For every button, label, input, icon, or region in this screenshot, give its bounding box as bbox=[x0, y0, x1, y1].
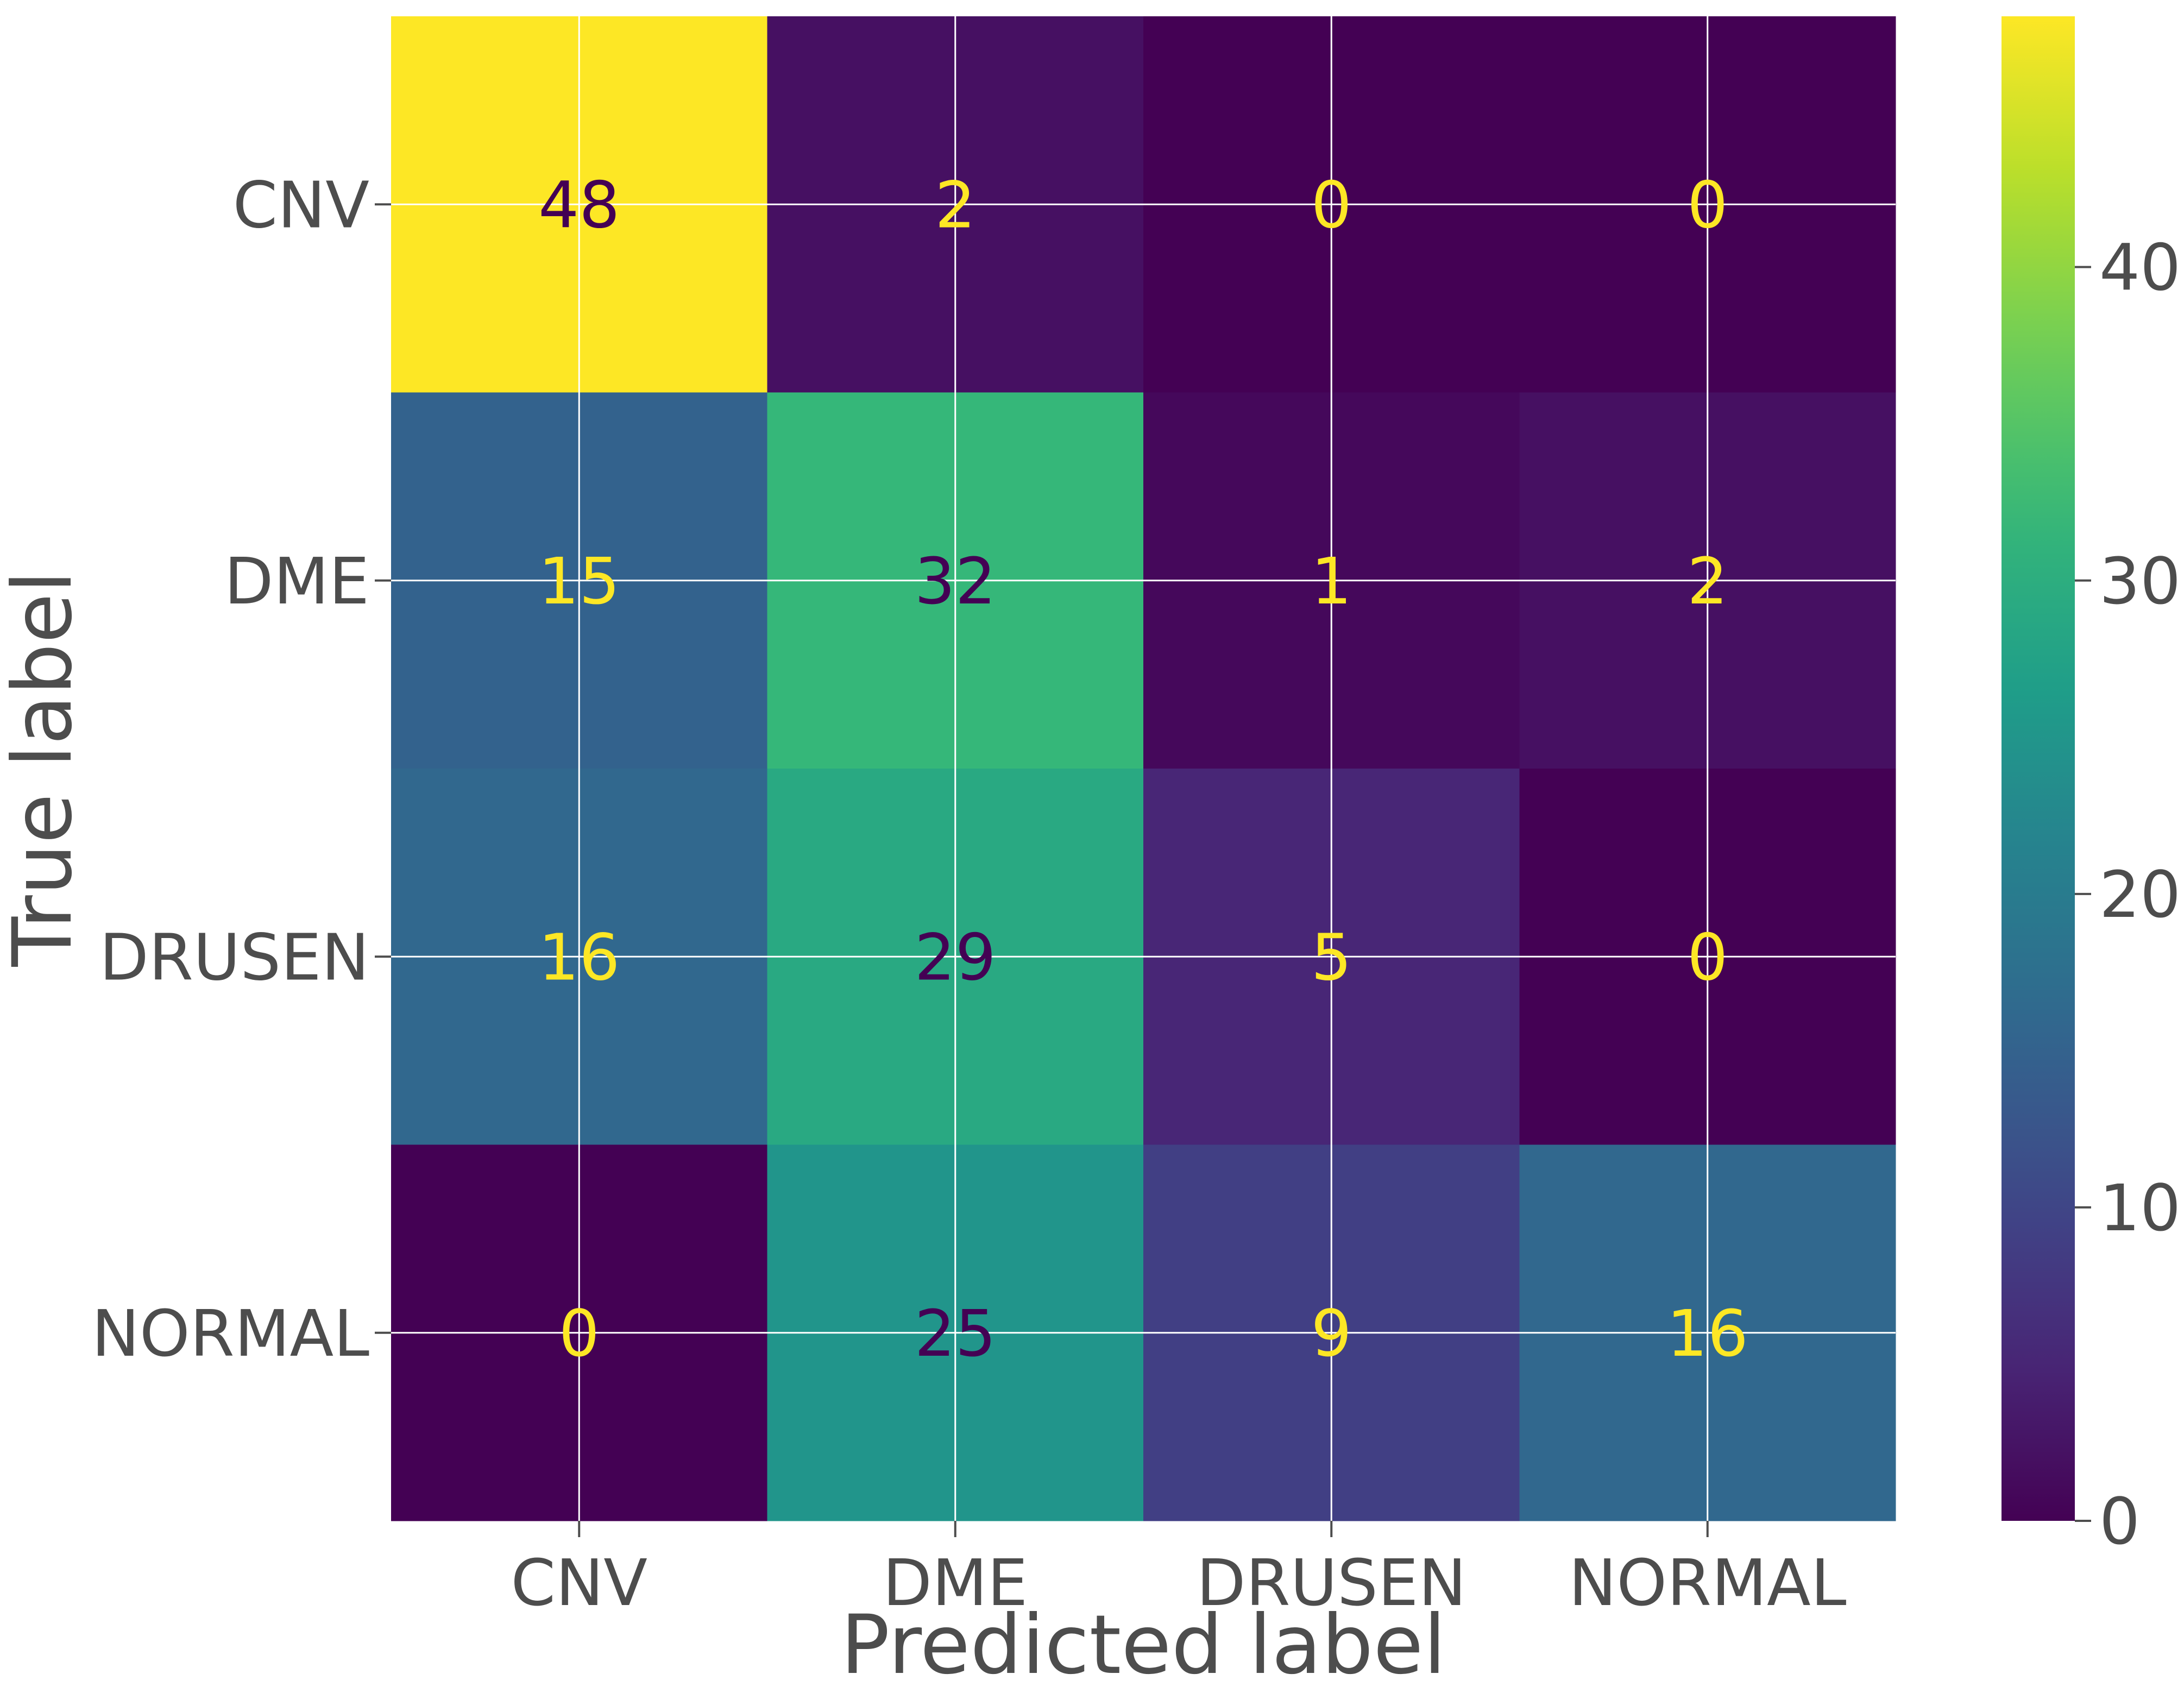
y-axis-ticks: CNV DME DRUSEN NORMAL bbox=[92, 167, 391, 1371]
cell-value-label: 0 bbox=[1311, 167, 1352, 242]
grid-lines bbox=[391, 16, 1896, 1521]
cell-value-label: 5 bbox=[1311, 920, 1352, 995]
colorbar-tick-label: 40 bbox=[2099, 230, 2181, 305]
y-tick-label: NORMAL bbox=[92, 1296, 370, 1371]
colorbar-ticks: 0 10 20 30 40 bbox=[2075, 230, 2181, 1559]
x-axis-label: Predicted label bbox=[841, 1598, 1446, 1692]
colorbar-tick-label: 30 bbox=[2099, 544, 2181, 619]
cell-value-label: 32 bbox=[915, 544, 996, 619]
y-axis-label: True label bbox=[0, 570, 90, 967]
cell-value-label: 9 bbox=[1311, 1296, 1352, 1371]
y-tick-label: DME bbox=[224, 544, 369, 619]
x-tick-label: CNV bbox=[511, 1545, 647, 1620]
y-tick-label: CNV bbox=[233, 167, 369, 242]
cell-value-label: 29 bbox=[915, 920, 996, 995]
cell-value-labels: 48 2 0 0 15 32 1 2 16 29 5 0 0 25 9 16 bbox=[538, 167, 1748, 1371]
colorbar-tick-label: 0 bbox=[2099, 1484, 2140, 1559]
y-tick-label: DRUSEN bbox=[99, 920, 369, 995]
cell-value-label: 0 bbox=[559, 1296, 600, 1371]
cell-value-label: 2 bbox=[1687, 544, 1728, 619]
cell-value-label: 48 bbox=[538, 167, 620, 242]
colorbar bbox=[2002, 16, 2075, 1521]
colorbar-tick-label: 20 bbox=[2099, 857, 2181, 932]
x-tick-label: NORMAL bbox=[1569, 1545, 1847, 1620]
x-tick-label: DME bbox=[883, 1545, 1028, 1620]
cell-value-label: 16 bbox=[538, 920, 620, 995]
x-axis-ticks: CNV DME DRUSEN NORMAL bbox=[511, 1521, 1847, 1620]
cell-value-label: 16 bbox=[1667, 1296, 1748, 1371]
cell-value-label: 25 bbox=[915, 1296, 996, 1371]
cell-value-label: 2 bbox=[935, 167, 975, 242]
cell-value-label: 1 bbox=[1311, 544, 1352, 619]
cell-value-label: 0 bbox=[1687, 167, 1728, 242]
colorbar-tick-label: 10 bbox=[2099, 1171, 2181, 1245]
cell-value-label: 0 bbox=[1687, 920, 1728, 995]
x-tick-label: DRUSEN bbox=[1197, 1545, 1467, 1620]
cell-value-label: 15 bbox=[538, 544, 620, 619]
